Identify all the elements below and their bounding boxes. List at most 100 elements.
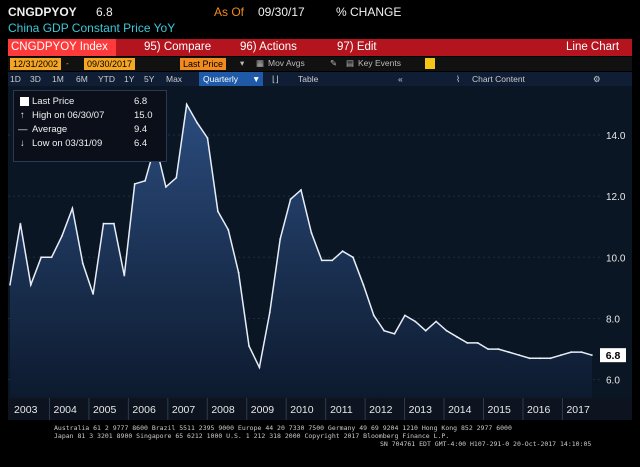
compare-button[interactable]: 95) Compare — [144, 41, 212, 53]
data-point — [175, 176, 178, 179]
data-point — [372, 314, 375, 317]
frequency-select[interactable] — [199, 72, 263, 86]
data-point — [497, 348, 500, 351]
legend-last-price-label: Last Price — [32, 96, 75, 107]
end-date-field[interactable]: 09/30/2017 — [84, 58, 136, 70]
legend-low-label: Low on 03/31/09 — [32, 138, 103, 149]
key-events-button[interactable]: Key Events — [358, 58, 401, 68]
data-point — [445, 329, 448, 332]
mov-avgs-button[interactable]: Mov Avgs — [268, 58, 305, 68]
data-point — [362, 283, 365, 286]
date-separator-icon: - — [66, 58, 69, 68]
data-point — [341, 250, 344, 253]
footer — [0, 422, 640, 467]
data-point — [50, 256, 53, 259]
data-point — [123, 274, 126, 277]
data-point — [320, 259, 323, 262]
period-button-max[interactable]: Max — [166, 74, 183, 84]
last-price-swatch-icon — [20, 97, 29, 106]
legend-high-label: High on 06/30/07 — [32, 110, 105, 121]
data-point — [435, 320, 438, 323]
x-tick-label: 2004 — [54, 404, 78, 416]
x-tick-label: 2009 — [251, 404, 275, 416]
x-tick-label: 2005 — [93, 404, 117, 416]
data-point — [185, 103, 188, 106]
key-events-icon: ▤ — [346, 58, 355, 68]
x-axis-band — [8, 398, 632, 420]
data-point — [507, 351, 510, 354]
toolbar — [8, 39, 632, 56]
index-label: CNGDPYOY Index — [11, 41, 108, 53]
data-point — [289, 198, 292, 201]
legend-average-label: Average — [32, 124, 68, 135]
data-point — [518, 354, 521, 357]
data-point — [102, 222, 105, 225]
footer-line-2: Japan 81 3 3201 8900 Singapore 65 6212 1… — [54, 432, 450, 440]
edit-button[interactable]: 97) Edit — [337, 41, 377, 53]
period-button-3d[interactable]: 3D — [30, 74, 41, 84]
data-point — [279, 237, 282, 240]
x-tick-label: 2015 — [488, 404, 512, 416]
x-tick-label: 2011 — [330, 404, 353, 416]
legend[interactable] — [13, 90, 167, 162]
pencil-icon[interactable]: ✎ — [330, 58, 338, 68]
y-tick-label: 14.0 — [606, 131, 626, 142]
last-value-badge — [600, 348, 626, 363]
table-button[interactable]: Table — [298, 74, 319, 84]
data-point — [206, 137, 209, 139]
last-value: 6.8 — [96, 5, 113, 19]
x-tick-label: 2012 — [369, 404, 393, 416]
info-icon[interactable] — [425, 58, 435, 69]
x-tick-label: 2006 — [132, 404, 156, 416]
data-point — [351, 256, 354, 259]
data-point — [383, 329, 386, 332]
average-line-icon: — — [18, 124, 28, 135]
data-point — [528, 357, 531, 360]
y-tick-label: 10.0 — [606, 253, 626, 264]
data-point — [9, 283, 11, 286]
x-tick-label: 2007 — [172, 404, 196, 416]
period-row — [8, 72, 632, 86]
ticker-label[interactable]: CNGDPYOY — [8, 5, 77, 19]
legend-last-price-value: 6.8 — [134, 96, 148, 107]
as-of-date[interactable]: 09/30/17 — [258, 5, 305, 19]
data-point — [227, 228, 230, 231]
period-button-1y[interactable]: 1Y — [124, 74, 135, 84]
period-button-1m[interactable]: 1M — [52, 74, 64, 84]
chart-type-label[interactable]: Line Chart — [566, 41, 620, 53]
x-tick-label: 2017 — [566, 404, 590, 416]
x-tick-label: 2010 — [290, 404, 314, 416]
data-point — [248, 345, 251, 347]
date-row — [8, 57, 632, 71]
chevron-down-icon[interactable]: ▾ — [240, 58, 245, 68]
collapse-icon[interactable]: « — [398, 74, 403, 84]
y-tick-label: 8.0 — [606, 314, 620, 325]
data-point — [133, 182, 136, 185]
start-date-field[interactable]: 12/31/2002 — [10, 58, 62, 70]
chart-content-button[interactable]: Chart Content — [472, 74, 525, 84]
data-point — [591, 354, 593, 357]
data-point — [476, 341, 479, 344]
field-select[interactable]: Last Price — [180, 58, 227, 70]
data-point — [580, 351, 583, 354]
data-point — [29, 283, 32, 286]
period-button-ytd[interactable]: YTD — [98, 74, 115, 84]
line-style-icon[interactable]: ⌊⌋ — [272, 74, 279, 84]
data-point — [549, 357, 552, 360]
last-value-badge-label: 6.8 — [606, 350, 621, 362]
data-point — [393, 332, 396, 335]
actions-button[interactable]: 96) Actions — [240, 41, 297, 53]
legend-high-value: 15.0 — [134, 110, 153, 121]
legend-average-value: 9.4 — [134, 124, 148, 135]
security-description: China GDP Constant Price YoY — [8, 21, 176, 35]
footer-line-3: SN 704761 EDT GMT-4:00 H107-291-0 20-Oct… — [380, 440, 592, 448]
data-point — [268, 311, 271, 314]
gear-icon[interactable]: ⚙ — [593, 74, 601, 84]
data-point — [81, 262, 84, 265]
data-point — [164, 185, 167, 188]
period-button-6m[interactable]: 6M — [76, 74, 88, 84]
period-button-1d[interactable]: 1D — [10, 74, 21, 84]
period-button-5y[interactable]: 5Y — [144, 74, 155, 84]
index-field[interactable] — [8, 39, 116, 56]
y-tick-label: 6.0 — [606, 376, 620, 387]
